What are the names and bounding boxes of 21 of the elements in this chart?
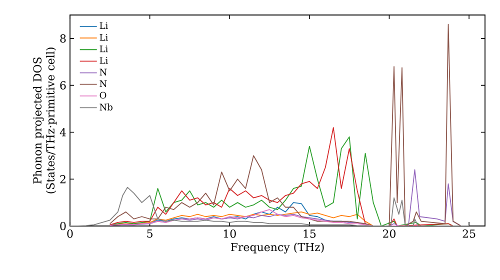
y-tick-label: 2 [60, 175, 66, 184]
x-axis-title: Frequency (THz) [230, 242, 324, 254]
y-tick-label: 8 [60, 34, 66, 43]
x-tick-label: 0 [67, 230, 73, 238]
x-tick-label: 5 [147, 230, 152, 238]
y-tick-label: 0 [60, 222, 66, 230]
legend-label: Li [100, 57, 108, 64]
legend-label: Li [100, 46, 108, 52]
legend-label: N [100, 80, 107, 87]
x-tick-label: 25 [462, 230, 476, 238]
y-tick-label: 6 [60, 81, 66, 90]
x-tick-label: 20 [382, 230, 396, 238]
x-tick-label: 15 [304, 230, 316, 238]
legend-label: Li [100, 34, 108, 41]
legend-label: N [100, 68, 107, 76]
y-axis-title: Phonon projected DOS (States/THz·primitive cell) [32, 48, 57, 194]
legend-label: Nb [100, 103, 112, 110]
y-tick-label: 4 [60, 128, 66, 136]
legend-label: O [100, 92, 106, 99]
x-tick-label: 10 [224, 230, 236, 238]
legend-label: Li [100, 22, 108, 29]
